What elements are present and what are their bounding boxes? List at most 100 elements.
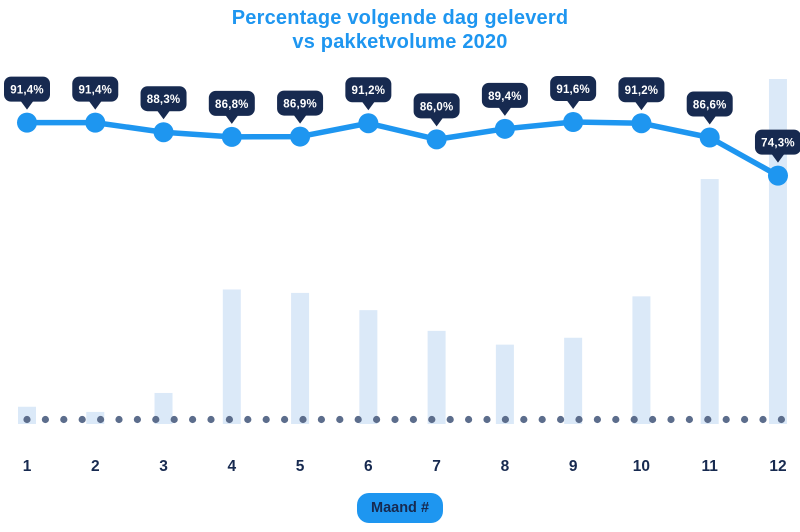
value-tooltip-tail: [88, 100, 103, 110]
baseline-dot: [704, 415, 712, 424]
baseline-dot: [41, 415, 50, 424]
baseline-dot: [759, 415, 767, 424]
value-tooltip-label: 91,4%: [10, 85, 44, 97]
data-point: [17, 112, 37, 133]
baseline-dot: [593, 415, 602, 424]
data-point: [221, 126, 242, 147]
chart-title: Percentage volgende dag geleverd vs pakk…: [0, 6, 800, 54]
x-tick-label: 3: [159, 458, 168, 475]
value-tooltip-label: 91,4%: [78, 85, 112, 97]
value-tooltip: [686, 91, 733, 117]
baseline-dot: [722, 415, 730, 424]
baseline-dot: [23, 415, 31, 424]
baseline-dot: [189, 415, 197, 424]
value-tooltip-label: 74,3%: [761, 138, 795, 150]
value-tooltip-tail: [497, 106, 512, 116]
value-tooltip-label: 86,9%: [283, 99, 317, 111]
value-tooltip: [618, 77, 665, 103]
data-point: [631, 113, 652, 134]
value-tooltip-label: 91,6%: [556, 84, 590, 96]
value-tooltip-label: 91,2%: [352, 85, 386, 97]
value-tooltip: [208, 90, 255, 116]
data-point: [767, 165, 788, 186]
x-tick-label: 2: [91, 458, 100, 475]
volume-bar: [632, 296, 651, 424]
value-tooltip-tail: [770, 153, 785, 163]
baseline-dot: [225, 415, 233, 424]
baseline-dot: [78, 415, 86, 424]
data-point: [494, 118, 515, 139]
value-tooltip-tail: [361, 100, 376, 111]
value-tooltip-tail: [429, 116, 444, 127]
baseline-dot: [446, 415, 454, 424]
volume-bar: [427, 330, 446, 424]
baseline-dot: [336, 415, 344, 424]
baseline-dot: [520, 415, 528, 424]
data-point: [153, 122, 174, 143]
volume-bar: [154, 392, 173, 424]
value-tooltip-tail: [702, 115, 717, 125]
value-tooltip: [277, 90, 324, 116]
baseline-dot: [465, 415, 473, 424]
baseline-dot: [685, 415, 694, 424]
baseline-dot: [649, 415, 657, 424]
baseline-dot: [409, 415, 417, 424]
baseline-dot: [667, 415, 675, 424]
value-tooltip-label: 86,0%: [420, 101, 454, 113]
x-tick-label: 4: [227, 458, 236, 475]
volume-bar: [291, 292, 310, 424]
volume-bar: [564, 337, 583, 424]
value-tooltip-tail: [156, 109, 171, 120]
baseline-dot: [741, 415, 749, 424]
value-tooltip: [754, 129, 800, 155]
volume-bar: [495, 344, 514, 424]
data-point: [358, 113, 379, 134]
value-tooltip-tail: [634, 100, 649, 111]
baseline-dot: [115, 415, 123, 424]
value-tooltip-tail: [566, 99, 581, 109]
value-tooltip: [345, 77, 392, 103]
data-point: [699, 127, 720, 148]
baseline-dot: [317, 415, 325, 424]
x-tick-label: 6: [364, 458, 373, 475]
baseline-dot: [428, 415, 436, 424]
baseline-dot: [207, 415, 215, 424]
x-tick-label: 9: [569, 458, 578, 475]
volume-bar: [18, 406, 36, 424]
baseline-dot: [391, 415, 399, 424]
baseline-dot: [777, 415, 786, 424]
value-tooltip: [140, 86, 187, 112]
volume-bar: [768, 79, 787, 424]
baseline-dot: [612, 415, 620, 424]
value-tooltip-tail: [224, 114, 239, 124]
x-axis-title-badge[interactable]: Maand #: [356, 493, 444, 523]
volume-bar: [359, 310, 378, 424]
data-point: [563, 112, 584, 132]
value-tooltip: [550, 76, 597, 101]
baseline-dot: [170, 415, 178, 424]
value-tooltip: [4, 76, 50, 102]
x-tick-label: 1: [23, 458, 32, 475]
value-tooltip-label: 86,6%: [693, 100, 727, 112]
x-tick-label: 7: [432, 458, 441, 475]
x-tick-label: 5: [296, 458, 305, 475]
x-tick-label: 12: [769, 458, 786, 475]
data-point: [426, 129, 447, 150]
value-tooltip-label: 88,3%: [147, 94, 181, 106]
baseline-dot: [152, 415, 160, 424]
value-tooltip: [481, 82, 528, 108]
value-tooltip-label: 86,8%: [215, 99, 249, 111]
baseline-dot: [262, 415, 270, 424]
chart-title-line2: vs pakketvolume 2020: [292, 31, 508, 53]
chart-title-line1: Percentage volgende dag geleverd: [231, 7, 569, 29]
baseline-dot: [281, 415, 289, 424]
baseline-dot: [538, 415, 546, 424]
value-tooltip-tail: [293, 114, 308, 124]
baseline-dot: [575, 415, 583, 424]
baseline-dot: [483, 415, 491, 424]
baseline-dot: [354, 415, 362, 424]
baseline-dot: [373, 415, 381, 424]
value-tooltip-tail: [20, 100, 34, 110]
